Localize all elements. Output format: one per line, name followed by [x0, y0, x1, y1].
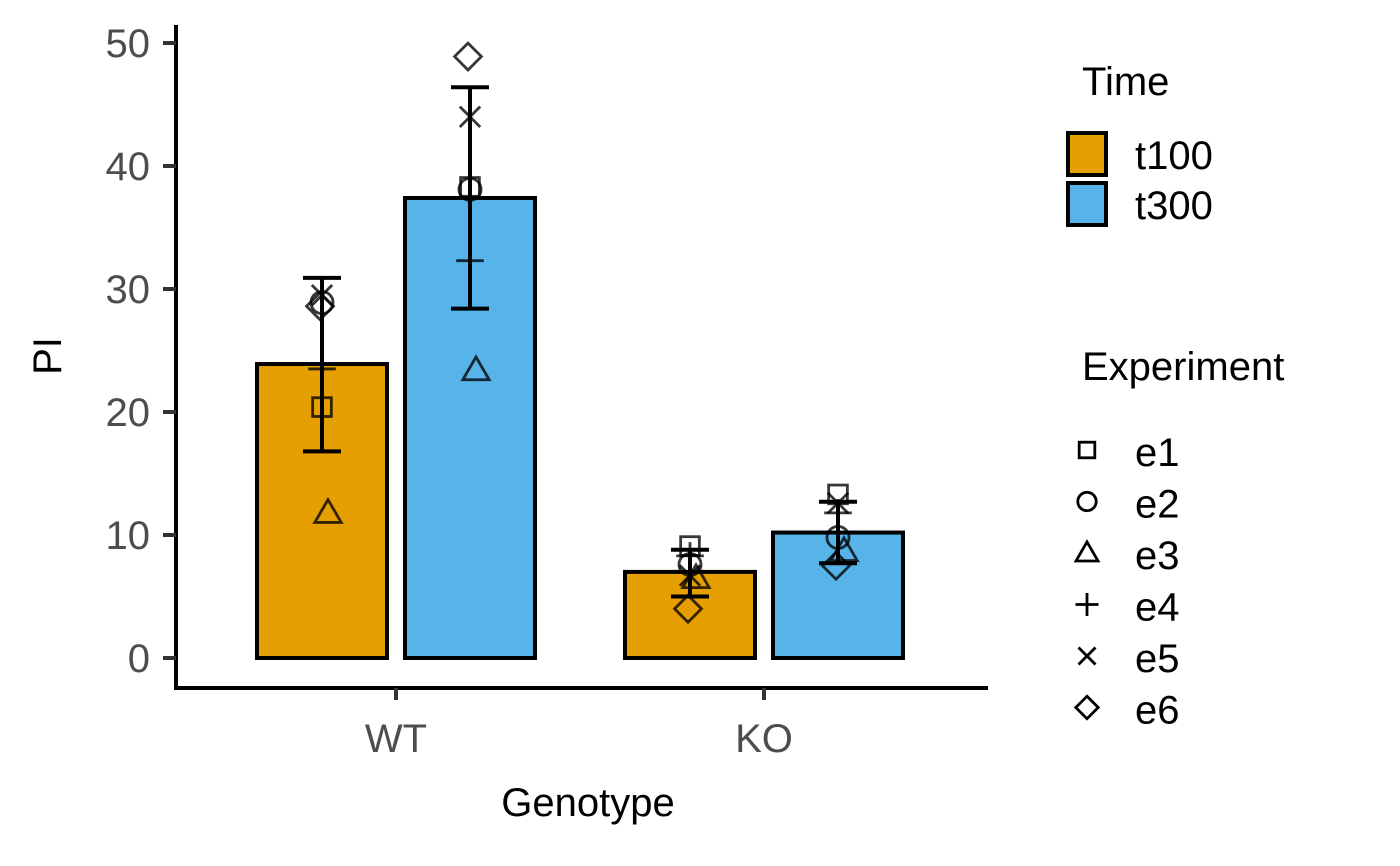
y-tick-label: 50: [106, 22, 151, 66]
point-triangle: [312, 496, 344, 524]
legend-key-t100: [1066, 131, 1108, 177]
legend-label-e3: e3: [1135, 534, 1180, 578]
x-tick-label: KO: [735, 717, 793, 761]
x-axis: WT KO: [174, 686, 988, 761]
point-triangle: [460, 354, 492, 382]
y-tick-label: 30: [106, 268, 151, 312]
point-plus: [1075, 593, 1099, 616]
point-diamond: [452, 41, 484, 72]
bar-t300-WT: [403, 195, 537, 660]
legend-time-items: t100 t300: [1066, 131, 1213, 228]
x-ticks: WT KO: [365, 688, 793, 761]
point-diamond: [1073, 694, 1101, 721]
legend-label-e2: e2: [1135, 483, 1180, 527]
legend-key-t300: [1066, 181, 1108, 227]
legend-experiment-items: e1 e2 e3 e4 e5 e6: [1073, 431, 1180, 733]
y-ticks: 0 10 20 30 40 50: [106, 22, 176, 681]
y-tick-label: 0: [128, 637, 150, 681]
point-circle: [1076, 490, 1098, 513]
point-cross: [1077, 646, 1097, 666]
legend-experiment-title: Experiment: [1082, 345, 1284, 389]
bars: [255, 195, 905, 661]
legend-time-title: Time: [1082, 60, 1169, 104]
legend-label-e1: e1: [1135, 431, 1180, 475]
x-axis-title: Genotype: [501, 781, 674, 825]
legend-label-t300: t300: [1135, 184, 1213, 228]
y-axis-title: PI: [26, 337, 70, 375]
legend-label-e4: e4: [1135, 586, 1180, 630]
x-tick-label: WT: [365, 717, 427, 761]
point-diamond: [672, 593, 704, 625]
legend-label-t100: t100: [1135, 134, 1213, 178]
legend-time: Time t100 t300: [1066, 60, 1213, 228]
y-tick-label: 40: [106, 145, 151, 189]
point-triangle: [1073, 539, 1101, 563]
legend-label-e6: e6: [1135, 689, 1180, 733]
point-diamond: [820, 550, 852, 582]
legend-experiment: Experiment e1 e2 e3 e4 e5 e6: [1073, 345, 1284, 733]
point-square: [1077, 440, 1097, 460]
legend-label-e5: e5: [1135, 637, 1180, 681]
error-bars: [303, 85, 857, 599]
y-axis: 0 10 20 30 40 50: [106, 22, 178, 690]
y-tick-label: 20: [106, 391, 151, 435]
y-tick-label: 10: [106, 514, 151, 558]
